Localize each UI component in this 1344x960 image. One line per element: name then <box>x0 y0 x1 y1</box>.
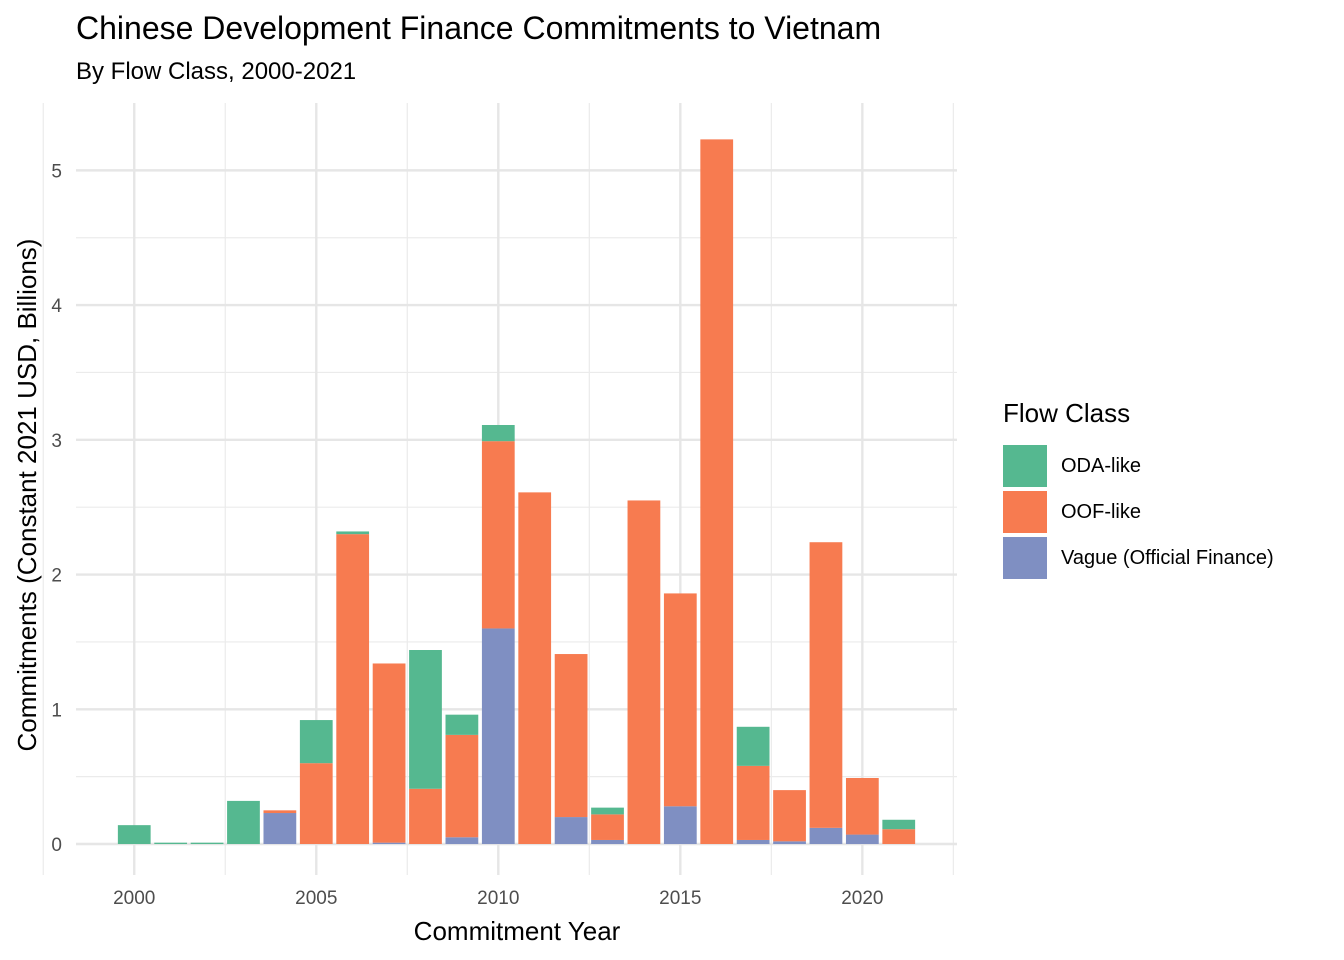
x-tick-label: 2020 <box>841 888 883 909</box>
bar-oof-like-2012 <box>554 654 588 818</box>
x-tick-label: 2015 <box>659 888 701 909</box>
bar-oof-like-2008 <box>409 788 442 845</box>
chart-title: Chinese Development Finance Commitments … <box>76 10 882 46</box>
legend-label-oof: OOF-like <box>1061 500 1141 523</box>
y-tick-label: 2 <box>51 566 62 587</box>
bar-oda-like-2008 <box>409 650 442 789</box>
legend-swatch-oof <box>1003 491 1047 533</box>
y-tick-label: 0 <box>51 835 62 856</box>
legend-swatch-oda <box>1003 445 1047 487</box>
legend-label-vague: Vague (Official Finance) <box>1061 546 1274 569</box>
bar-vague-official-finance-2017 <box>736 839 770 845</box>
legend-item-oof: OOF-like <box>1003 489 1274 535</box>
bar-vague-official-finance-2009 <box>445 837 479 845</box>
legend-item-oda: ODA-like <box>1003 443 1274 489</box>
bar-vague-official-finance-2007 <box>372 842 406 845</box>
bar-oof-like-2010 <box>481 441 515 629</box>
bar-oof-like-2016 <box>700 139 734 845</box>
bars <box>117 139 916 845</box>
grid-minor <box>42 103 957 875</box>
bar-vague-official-finance-2010 <box>481 628 515 845</box>
bar-vague-official-finance-2019 <box>809 827 843 845</box>
x-tick-label: 2005 <box>295 888 337 909</box>
x-tick-labels: 2000 2005 2010 2015 2020 <box>113 888 883 909</box>
chart-subtitle: By Flow Class, 2000-2021 <box>76 58 357 85</box>
legend-item-vague: Vague (Official Finance) <box>1003 535 1274 581</box>
bar-vague-official-finance-2004 <box>263 813 297 845</box>
bar-oda-like-2005 <box>299 720 333 764</box>
legend-swatch-vague <box>1003 537 1047 579</box>
bar-oda-like-2010 <box>481 425 515 442</box>
bar-oof-like-2018 <box>773 790 806 842</box>
bar-oof-like-2015 <box>663 593 697 807</box>
bar-oof-like-2006 <box>336 534 370 845</box>
y-tick-labels: 0 1 2 3 4 5 <box>51 161 62 856</box>
bar-oda-like-2013 <box>591 807 624 815</box>
grid-major <box>76 103 957 875</box>
bar-vague-official-finance-2012 <box>554 817 588 845</box>
bar-oof-like-2021 <box>882 829 916 845</box>
bar-vague-official-finance-2015 <box>663 806 697 845</box>
y-tick-label: 4 <box>51 296 62 317</box>
bar-vague-official-finance-2020 <box>845 834 879 845</box>
bar-oda-like-2009 <box>445 714 479 735</box>
bar-oof-like-2014 <box>627 500 661 845</box>
x-tick-label: 2010 <box>477 888 519 909</box>
y-tick-label: 1 <box>51 700 62 721</box>
bar-oda-like-2021 <box>882 819 916 830</box>
bar-oof-like-2013 <box>591 814 624 840</box>
x-tick-label: 2000 <box>113 888 155 909</box>
bar-oda-like-2000 <box>117 825 151 845</box>
bar-oda-like-2001 <box>154 842 188 845</box>
legend: Flow Class ODA-like OOF-like Vague (Offi… <box>1003 398 1274 581</box>
bar-vague-official-finance-2018 <box>773 841 806 845</box>
legend-label-oda: ODA-like <box>1061 454 1142 477</box>
bar-oda-like-2002 <box>190 842 224 845</box>
bar-oof-like-2005 <box>299 763 333 845</box>
bar-oof-like-2007 <box>372 663 406 843</box>
bar-oof-like-2004 <box>263 810 297 814</box>
bar-oda-like-2006 <box>336 531 370 535</box>
bar-oof-like-2019 <box>809 542 843 828</box>
y-axis-title: Commitments (Constant 2021 USD, Billions… <box>12 239 42 752</box>
legend-title: Flow Class <box>1003 398 1131 428</box>
y-tick-label: 3 <box>51 431 62 452</box>
bar-oof-like-2011 <box>518 492 552 845</box>
bar-oda-like-2017 <box>736 726 770 766</box>
bar-oof-like-2017 <box>736 765 770 840</box>
bar-oof-like-2009 <box>445 734 479 838</box>
x-axis-title: Commitment Year <box>414 916 621 946</box>
bar-oof-like-2020 <box>845 777 879 835</box>
bar-vague-official-finance-2013 <box>591 839 624 845</box>
bar-oda-like-2003 <box>227 800 260 845</box>
y-tick-label: 5 <box>51 161 62 182</box>
